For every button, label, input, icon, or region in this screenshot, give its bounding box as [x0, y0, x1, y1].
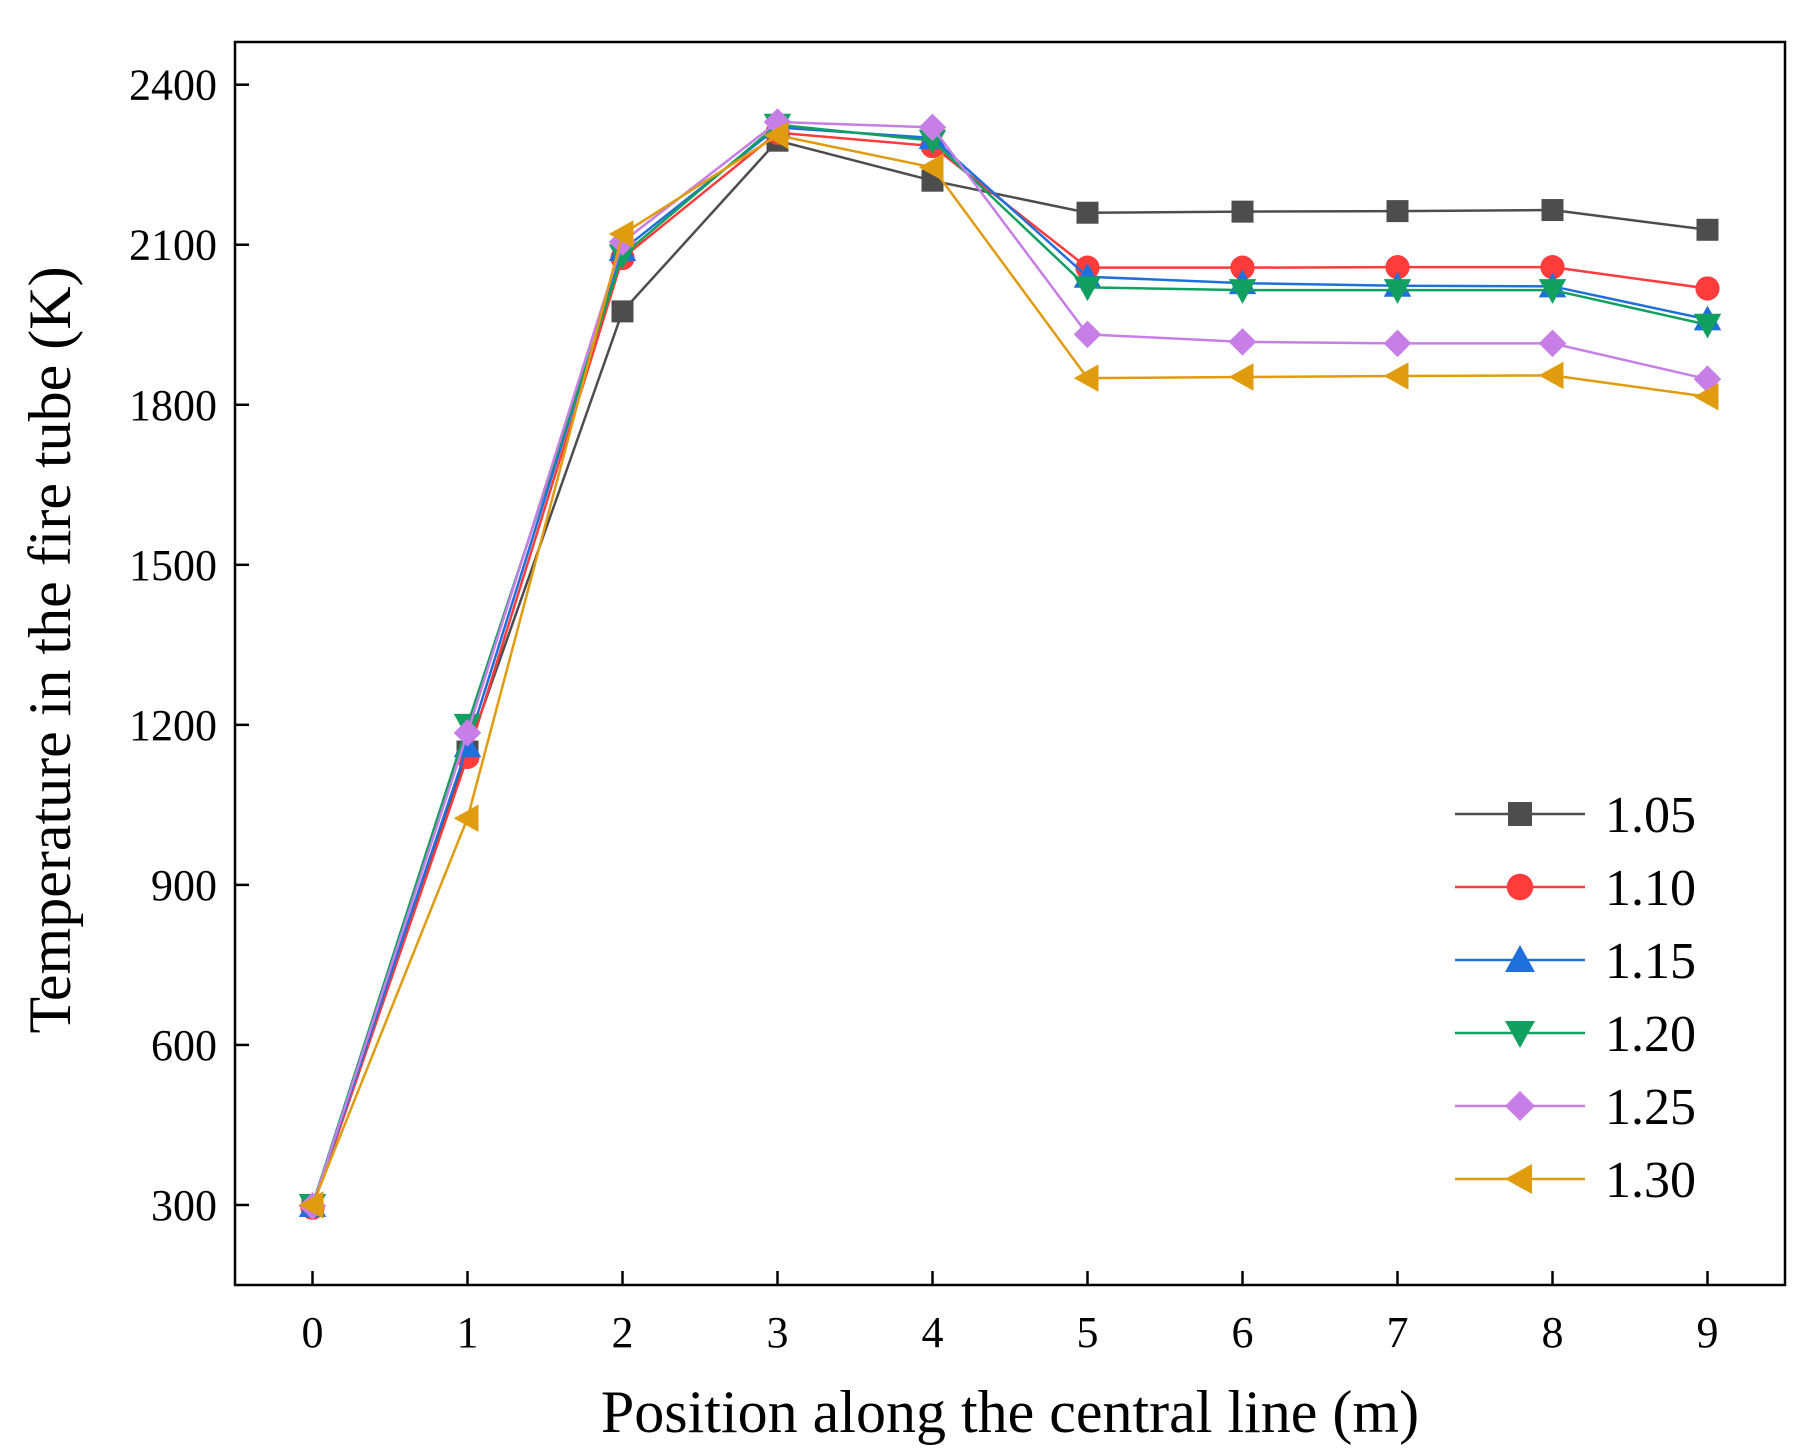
series-1.15: [298, 113, 1722, 1218]
series-line: [311, 120, 1708, 1207]
data-point: [1228, 279, 1257, 304]
data-point: [1383, 362, 1409, 390]
legend-label: 1.05: [1605, 787, 1696, 844]
y-tick-label: 1500: [129, 541, 217, 590]
x-tick-label: 4: [922, 1308, 944, 1357]
legend-item: 1.20: [1455, 1006, 1696, 1063]
x-tick-label: 5: [1077, 1308, 1099, 1357]
legend-label: 1.25: [1605, 1079, 1696, 1136]
legend-label: 1.20: [1605, 1006, 1696, 1063]
plot-frame: [233, 40, 1787, 1287]
series-line: [311, 139, 1708, 1206]
data-point: [1383, 279, 1412, 304]
data-point: [1231, 200, 1254, 223]
legend-marker: [1505, 1021, 1535, 1048]
y-tick-label: 1200: [129, 701, 217, 750]
y-tick-label: 900: [151, 861, 217, 910]
x-axis: 0 1 2 3 4 5 6 7 8 9: [302, 1271, 1719, 1357]
data-point: [1076, 201, 1099, 224]
legend-marker: [1506, 873, 1534, 901]
data-point: [1538, 329, 1567, 358]
legend-marker: [1505, 1164, 1532, 1194]
legend-item: 1.15: [1455, 933, 1696, 990]
series-1.30: [298, 121, 1719, 1219]
legend-item: 1.30: [1455, 1152, 1696, 1209]
x-tick-label: 0: [302, 1308, 324, 1357]
x-tick-label: 9: [1697, 1308, 1719, 1357]
y-tick-label: 2400: [129, 61, 217, 110]
data-point: [1541, 199, 1564, 222]
y-tick-label: 300: [151, 1181, 217, 1230]
data-point: [1383, 329, 1412, 358]
data-point: [1696, 218, 1719, 241]
data-point: [1073, 320, 1102, 349]
data-point: [918, 153, 944, 182]
y-tick-label: 1800: [129, 381, 217, 430]
series-1.25: [298, 108, 1722, 1220]
series-line: [311, 126, 1708, 1207]
data-point: [1538, 279, 1567, 304]
data-point: [298, 1191, 324, 1219]
series-1.05: [301, 129, 1719, 1216]
legend-label: 1.15: [1605, 933, 1696, 990]
data-point: [1693, 383, 1719, 411]
data-point: [1693, 313, 1722, 339]
data-point: [1540, 255, 1565, 280]
data-point: [1538, 361, 1564, 390]
legend-marker: [1508, 802, 1532, 826]
legend-label: 1.30: [1605, 1152, 1696, 1209]
data-point: [1228, 363, 1254, 391]
legend-item: 1.25: [1455, 1079, 1696, 1136]
x-tick-label: 7: [1387, 1308, 1409, 1357]
data-point: [918, 113, 947, 142]
series-1.20: [298, 113, 1722, 1219]
legend-item: 1.05: [1455, 787, 1696, 844]
x-tick-label: 1: [457, 1308, 479, 1357]
data-point: [453, 804, 479, 832]
x-tick-label: 3: [767, 1308, 789, 1357]
data-point: [1230, 255, 1255, 280]
legend-marker: [1505, 945, 1535, 972]
x-tick-label: 8: [1542, 1308, 1564, 1357]
data-point: [611, 300, 634, 323]
series-line: [311, 134, 1708, 1206]
x-tick-label: 2: [612, 1308, 634, 1357]
data-point: [1073, 364, 1099, 392]
y-tick-label: 600: [151, 1021, 217, 1070]
y-tick-label: 2100: [129, 221, 217, 270]
data-point: [763, 121, 789, 150]
data-point: [453, 719, 482, 747]
data-point: [608, 244, 637, 270]
x-tick-label: 6: [1232, 1308, 1254, 1357]
y-axis: 300 600 900 1200 1500 1800 2100 2400: [129, 61, 249, 1230]
data-point: [608, 220, 634, 248]
data-point: [1073, 276, 1102, 302]
data-point: [1386, 200, 1409, 223]
data-point: [1385, 255, 1410, 280]
x-axis-title: Position along the central line (m): [601, 1379, 1419, 1445]
y-axis-title: Temperature in the fire tube (K): [17, 266, 83, 1033]
series-layer: [298, 108, 1722, 1220]
legend: 1.05 1.10 1.15 1.20 1.25 1.30: [1455, 787, 1696, 1209]
series-line: [311, 131, 1708, 1209]
data-point: [1228, 328, 1257, 356]
legend-item: 1.10: [1455, 860, 1696, 917]
data-point: [1695, 276, 1720, 301]
legend-label: 1.10: [1605, 860, 1696, 917]
legend-marker: [1505, 1091, 1535, 1121]
